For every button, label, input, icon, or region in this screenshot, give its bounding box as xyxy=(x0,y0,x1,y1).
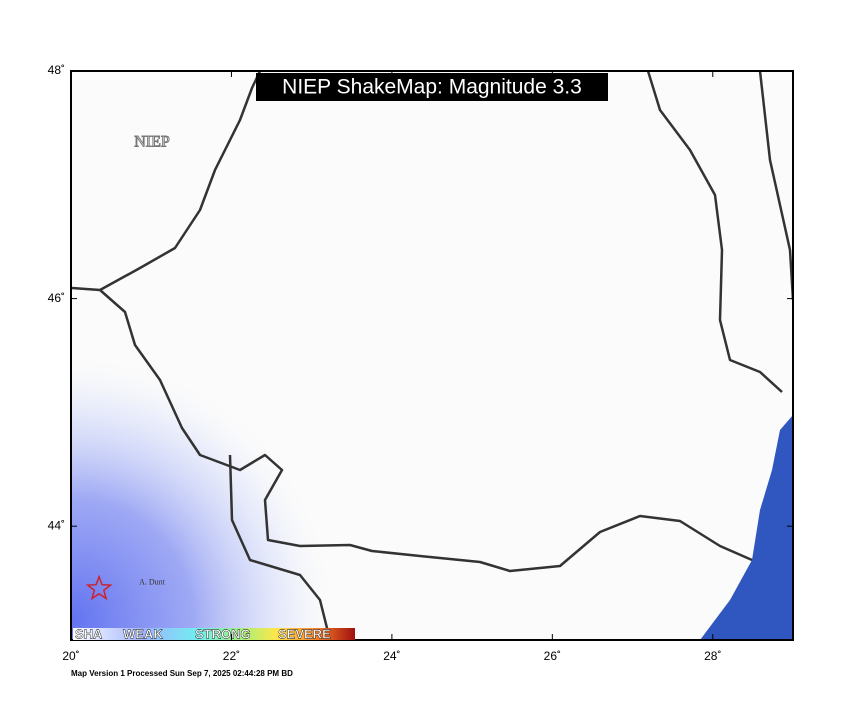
shaking-intensity xyxy=(71,330,361,640)
legend-label: SHA xyxy=(75,626,103,641)
legend-label: SEVERE xyxy=(278,626,331,641)
legend: SHA WEAK STRONG SEVERE xyxy=(75,626,331,641)
x-tick-label: 28˚ xyxy=(704,649,721,663)
x-tick-label: 26˚ xyxy=(544,649,561,663)
y-tick-label: 46˚ xyxy=(48,291,65,305)
intensity-scale xyxy=(73,628,355,640)
legend-label: STRONG xyxy=(195,626,251,641)
legend-label: WEAK xyxy=(123,626,163,641)
country-border xyxy=(758,71,793,301)
country-border xyxy=(646,71,783,393)
epicenter xyxy=(85,574,113,601)
map-title: NIEP ShakeMap: Magnitude 3.3 xyxy=(282,76,582,99)
map-frame xyxy=(70,70,794,641)
y-tick-label: 48˚ xyxy=(48,63,65,77)
x-tick-label: 24˚ xyxy=(383,649,400,663)
map-body xyxy=(71,71,793,640)
black-sea xyxy=(700,415,793,640)
epicenter-label: A. Dunt xyxy=(139,578,166,587)
title-box xyxy=(256,73,608,101)
country-border xyxy=(71,286,753,573)
country-border xyxy=(99,71,262,292)
country-border xyxy=(228,454,332,640)
agency-label: NIEP xyxy=(134,134,170,151)
x-tick-label: 22˚ xyxy=(223,649,240,663)
y-tick-label: 44˚ xyxy=(48,518,65,532)
footer: Map Version 1 Processed Sun Sep 7, 2025 … xyxy=(71,669,293,678)
x-tick-label: 20˚ xyxy=(62,649,79,663)
